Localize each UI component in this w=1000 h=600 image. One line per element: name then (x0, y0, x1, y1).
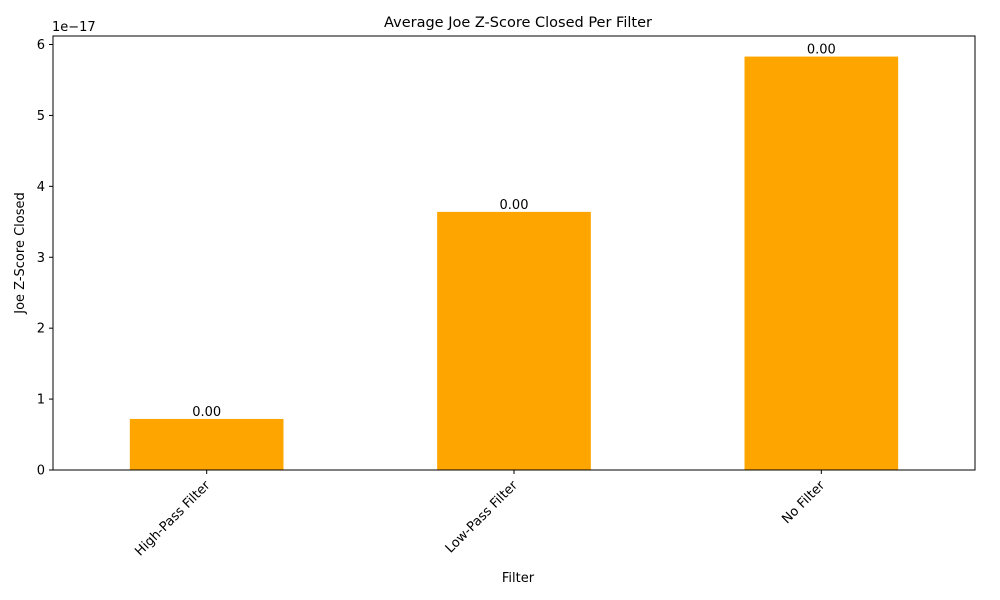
bar (744, 56, 899, 470)
x-tick-label: No Filter (779, 478, 828, 527)
y-tick-label: 0 (37, 464, 45, 479)
y-tick-label: 3 (37, 251, 45, 266)
y-tick-label: 6 (37, 38, 45, 53)
y-tick-label: 2 (37, 322, 45, 337)
x-tick-label: High-Pass Filter (132, 478, 214, 560)
bar-value-label: 0.00 (192, 405, 221, 420)
y-axis-ticks: 0 1 2 3 4 5 6 (37, 38, 53, 479)
x-tick-label: Low-Pass Filter (443, 478, 522, 557)
y-axis-label: Joe Z-Score Closed (13, 192, 28, 315)
bar-value-label: 0.00 (807, 43, 836, 58)
bars: 0.00 0.00 0.00 (129, 43, 899, 471)
y-tick-label: 5 (37, 109, 45, 124)
x-axis-label: Filter (502, 571, 535, 586)
y-tick-label: 1 (37, 393, 45, 408)
bar (129, 418, 284, 470)
chart-title: Average Joe Z-Score Closed Per Filter (384, 15, 652, 31)
y-tick-label: 4 (37, 180, 45, 195)
plot-frame (52, 35, 976, 471)
y-axis-offset-label: 1e−17 (52, 20, 96, 35)
x-axis-ticks: High-Pass Filter Low-Pass Filter No Filter (132, 470, 829, 560)
bar-value-label: 0.00 (500, 198, 529, 213)
bar (437, 211, 591, 471)
